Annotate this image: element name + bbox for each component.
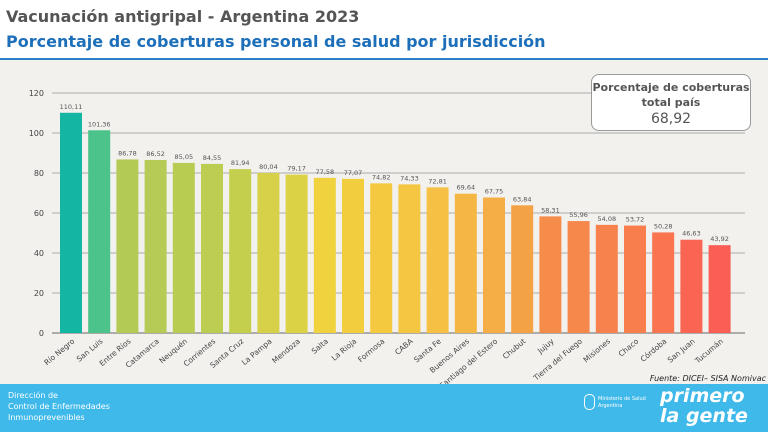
bar	[116, 159, 139, 333]
bar	[483, 197, 505, 333]
logo-line: primero	[660, 385, 745, 407]
x-tick-label: San Juan	[666, 336, 697, 364]
coat-of-arms-icon	[584, 394, 595, 410]
org-line: Dirección de	[8, 391, 58, 400]
y-tick-label: 100	[29, 129, 44, 138]
bar	[426, 187, 449, 333]
data-label: 54,08	[597, 215, 616, 223]
bar	[60, 112, 82, 333]
data-label: 77,58	[315, 168, 334, 176]
bar-chart: 0 20 40 60 80 100 120 110,11 Río Negro 101,36 San …	[29, 89, 745, 384]
bar	[313, 177, 336, 333]
bar	[680, 239, 703, 333]
country-total-box: Porcentaje de coberturas total país 68,9…	[591, 74, 751, 131]
data-label: 43,92	[710, 235, 729, 243]
bar	[652, 232, 675, 333]
bar	[567, 221, 590, 333]
y-tick-label: 40	[34, 249, 44, 258]
data-label: 80,04	[259, 163, 278, 171]
y-tick-label: 0	[39, 329, 44, 338]
bar	[172, 162, 195, 333]
x-tick-label: Formosa	[356, 337, 386, 364]
data-label: 81,94	[231, 159, 250, 167]
page-title: Vacunación antigripal - Argentina 2023	[6, 7, 360, 26]
x-tick-label: Mendoza	[270, 337, 302, 366]
x-tick-label: Río Negro	[42, 336, 76, 367]
x-tick-label: La Pampa	[240, 337, 274, 367]
bar	[144, 159, 167, 333]
bar	[398, 184, 421, 333]
bar	[201, 163, 223, 333]
data-label: 55,96	[569, 211, 588, 219]
org-line: Inmunoprevenibles	[8, 413, 85, 422]
data-label: 58,31	[541, 206, 560, 214]
y-tick-label: 80	[34, 169, 44, 178]
x-tick-label: Salta	[310, 337, 330, 356]
page-subtitle: Porcentaje de coberturas personal de sal…	[6, 32, 546, 51]
x-tick-label: CABA	[393, 336, 415, 357]
bar	[624, 225, 646, 333]
x-tick-label: La Rioja	[330, 337, 359, 363]
source-note: Fuente: DICEI– SISA Nomivac	[649, 374, 766, 383]
data-label: 46,63	[682, 230, 701, 238]
data-label: 72,81	[428, 177, 447, 185]
data-label: 67,75	[485, 188, 504, 196]
data-label: 85,05	[174, 153, 193, 161]
x-tick-label: Misiones	[581, 337, 612, 365]
bar	[708, 245, 731, 333]
x-tick-label: Tierra del Fuego	[531, 336, 584, 383]
data-label: 86,78	[118, 149, 137, 157]
org-name: Dirección de Control de Enfermedades Inm…	[8, 390, 110, 423]
data-label: 84,55	[203, 154, 222, 162]
bar	[454, 193, 477, 333]
bar	[511, 205, 534, 333]
footer: Dirección de Control de Enfermedades Inm…	[0, 384, 768, 432]
data-label: 86,52	[146, 150, 165, 158]
x-tick-label: Jujuy	[535, 336, 556, 356]
data-label: 63,84	[513, 195, 532, 203]
y-tick-label: 20	[34, 289, 44, 298]
ministry-line: Argentina	[598, 403, 623, 409]
data-label: 101,36	[88, 120, 111, 128]
bar	[257, 172, 280, 333]
x-tick-label: Córdoba	[639, 337, 669, 364]
bar	[285, 174, 308, 333]
y-tick-label: 120	[29, 89, 44, 98]
data-label: 110,11	[60, 103, 83, 111]
bar	[539, 216, 562, 333]
data-label: 74,33	[400, 174, 419, 182]
bar	[88, 130, 111, 333]
data-label: 77,07	[344, 169, 363, 177]
x-tick-label: Tucumán	[692, 336, 725, 365]
bar	[342, 178, 364, 333]
x-tick-label: Chaco	[617, 336, 641, 358]
data-label: 50,28	[654, 222, 673, 230]
ministry-line: Ministerio de Salud	[598, 396, 646, 402]
data-label: 79,17	[287, 165, 306, 173]
y-tick-label: 60	[34, 209, 44, 218]
ministry-logo: Ministerio de Salud Argentina	[584, 394, 646, 410]
header: Vacunación antigripal - Argentina 2023 P…	[0, 0, 768, 60]
org-line: Control de Enfermedades	[8, 402, 110, 411]
total-value: 68,92	[650, 111, 692, 127]
bar	[370, 183, 393, 333]
data-label: 53,72	[626, 216, 645, 224]
bar	[229, 169, 252, 333]
logo-line: la gente	[660, 405, 748, 427]
x-tick-label: Chubut	[501, 337, 528, 361]
primero-la-gente-logo: primero la gente	[660, 386, 748, 426]
data-label: 69,64	[456, 184, 475, 192]
data-label: 74,82	[372, 173, 391, 181]
total-label: Porcentaje de coberturas	[592, 81, 750, 94]
bar	[595, 224, 618, 333]
total-label-2: total país	[641, 96, 701, 109]
